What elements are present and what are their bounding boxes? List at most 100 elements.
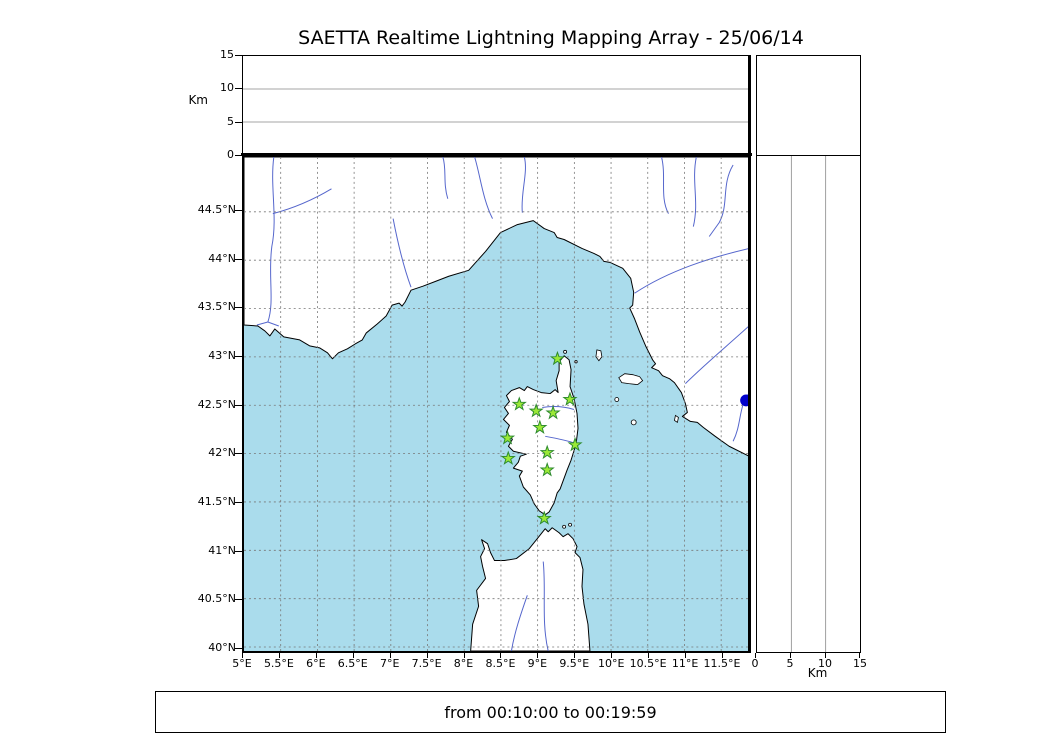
maddalena-island-2	[568, 522, 572, 527]
lon-tick-mark	[537, 653, 539, 658]
map-top-border	[241, 153, 752, 156]
altitude-tick-mark	[235, 55, 242, 56]
lon-tick-label: 5.5°E	[263, 657, 294, 670]
altitude-gridlines-right	[790, 156, 827, 652]
altitude-tick-label: 0	[227, 148, 234, 161]
altitude-axis-title-bottom: Km	[807, 666, 828, 680]
elba-island	[618, 373, 644, 386]
altitude-tick-mark	[235, 121, 242, 123]
altitude-tick-label-right: 0	[751, 657, 759, 670]
lon-tick-label: 11.5°E	[703, 657, 741, 670]
coastlines	[244, 157, 749, 651]
lon-tick-mark	[315, 653, 317, 658]
lon-tick-mark	[500, 653, 502, 658]
lon-tick-mark	[611, 653, 613, 658]
altitude-tick-label: 5	[227, 114, 234, 128]
lon-tick-label: 5°E	[232, 657, 252, 670]
lat-tick-mark	[235, 307, 242, 309]
station-star-marker	[539, 461, 555, 477]
altitude-tick-mark	[235, 88, 242, 90]
altitude-histogram-panel	[756, 55, 861, 156]
station-star-marker	[545, 404, 561, 420]
station-star-marker	[539, 444, 555, 460]
lon-tick-mark	[352, 653, 354, 658]
lon-tick-label: 8°E	[453, 657, 474, 670]
station-star-marker	[562, 391, 578, 406]
giglio-island	[674, 414, 679, 424]
lon-tick-label: 7.5°E	[411, 657, 442, 670]
altitude-tick-mark-right	[825, 653, 826, 658]
lat-tick-label: 43.5°N	[197, 300, 236, 314]
lat-tick-label: 41°N	[208, 543, 236, 557]
station-markers	[499, 350, 583, 525]
giraglia-island	[563, 349, 567, 354]
map-plot	[244, 157, 749, 651]
lat-tick-mark	[235, 599, 242, 601]
station-star-marker	[532, 419, 548, 434]
data-points	[740, 394, 749, 407]
lat-tick-mark	[235, 210, 242, 212]
corsica-island	[502, 355, 579, 516]
lat-tick-label: 41.5°N	[197, 495, 236, 509]
lightning-point-marker	[740, 394, 749, 407]
lon-tick-label: 10.5°E	[629, 657, 667, 670]
altitude-tick-label: 15	[220, 48, 234, 61]
sardinia-island	[470, 527, 591, 651]
lat-tick-mark	[235, 648, 242, 649]
station-star-marker	[528, 403, 544, 418]
station-star-marker	[499, 430, 516, 445]
lat-tick-label: 44.5°N	[197, 203, 236, 217]
lon-tick-mark	[721, 653, 723, 658]
lon-tick-label: 11°E	[671, 657, 699, 670]
altitude-gridlines	[243, 88, 750, 123]
lon-tick-mark	[278, 653, 280, 658]
maddalena-island	[562, 524, 566, 529]
capraia-island	[595, 349, 603, 362]
station-star-marker	[549, 350, 566, 366]
lon-tick-mark	[648, 653, 650, 658]
time-range-label: from 00:10:00 to 00:19:59	[444, 702, 657, 722]
lon-tick-mark	[463, 653, 465, 658]
lat-tick-label: 43°N	[208, 349, 236, 363]
map-right-border	[748, 55, 751, 653]
lat-tick-label: 44°N	[208, 251, 236, 265]
altitude-latitude-plot	[790, 156, 827, 652]
lon-tick-mark	[242, 653, 243, 658]
station-star-marker	[511, 396, 527, 411]
lat-tick-label: 40°N	[208, 641, 236, 654]
altitude-longitude-panel	[242, 55, 751, 156]
lon-tick-label: 9°E	[527, 657, 548, 670]
station-star-marker	[567, 436, 583, 452]
lon-tick-mark	[389, 653, 391, 658]
lon-tick-mark	[426, 653, 428, 658]
lat-tick-label: 40.5°N	[197, 592, 236, 606]
altitude-tick-mark-right	[859, 653, 860, 658]
altitude-tick-mark-right	[790, 653, 791, 658]
lon-tick-label: 8.5°E	[485, 657, 516, 670]
lon-tick-mark	[685, 653, 687, 658]
lat-tick-mark	[235, 453, 242, 455]
lon-tick-label: 10°E	[597, 657, 625, 670]
pianosa-island	[614, 397, 620, 402]
altitude-tick-mark-right	[755, 653, 756, 658]
montecristo-island	[630, 419, 637, 426]
lon-tick-label: 9.5°E	[559, 657, 590, 670]
lon-tick-label: 6.5°E	[337, 657, 368, 670]
time-range-status: from 00:10:00 to 00:19:59	[155, 691, 946, 733]
lon-tick-label: 7°E	[379, 657, 400, 670]
rivers	[256, 157, 749, 651]
lon-tick-label: 6°E	[306, 657, 326, 670]
lat-tick-mark	[235, 502, 242, 504]
station-star-marker	[500, 450, 516, 465]
plot-title: SAETTA Realtime Lightning Mapping Array …	[298, 27, 804, 49]
map-panel	[242, 155, 751, 653]
altitude-tick-label-right: 15	[853, 657, 867, 670]
finocchiarola-island	[574, 360, 578, 364]
lat-tick-mark	[235, 404, 242, 406]
altitude-longitude-plot	[243, 88, 750, 123]
altitude-latitude-panel	[756, 155, 861, 653]
lat-tick-label: 42.5°N	[197, 397, 236, 411]
lat-tick-mark	[235, 356, 242, 358]
lat-tick-label: 42°N	[208, 446, 236, 460]
